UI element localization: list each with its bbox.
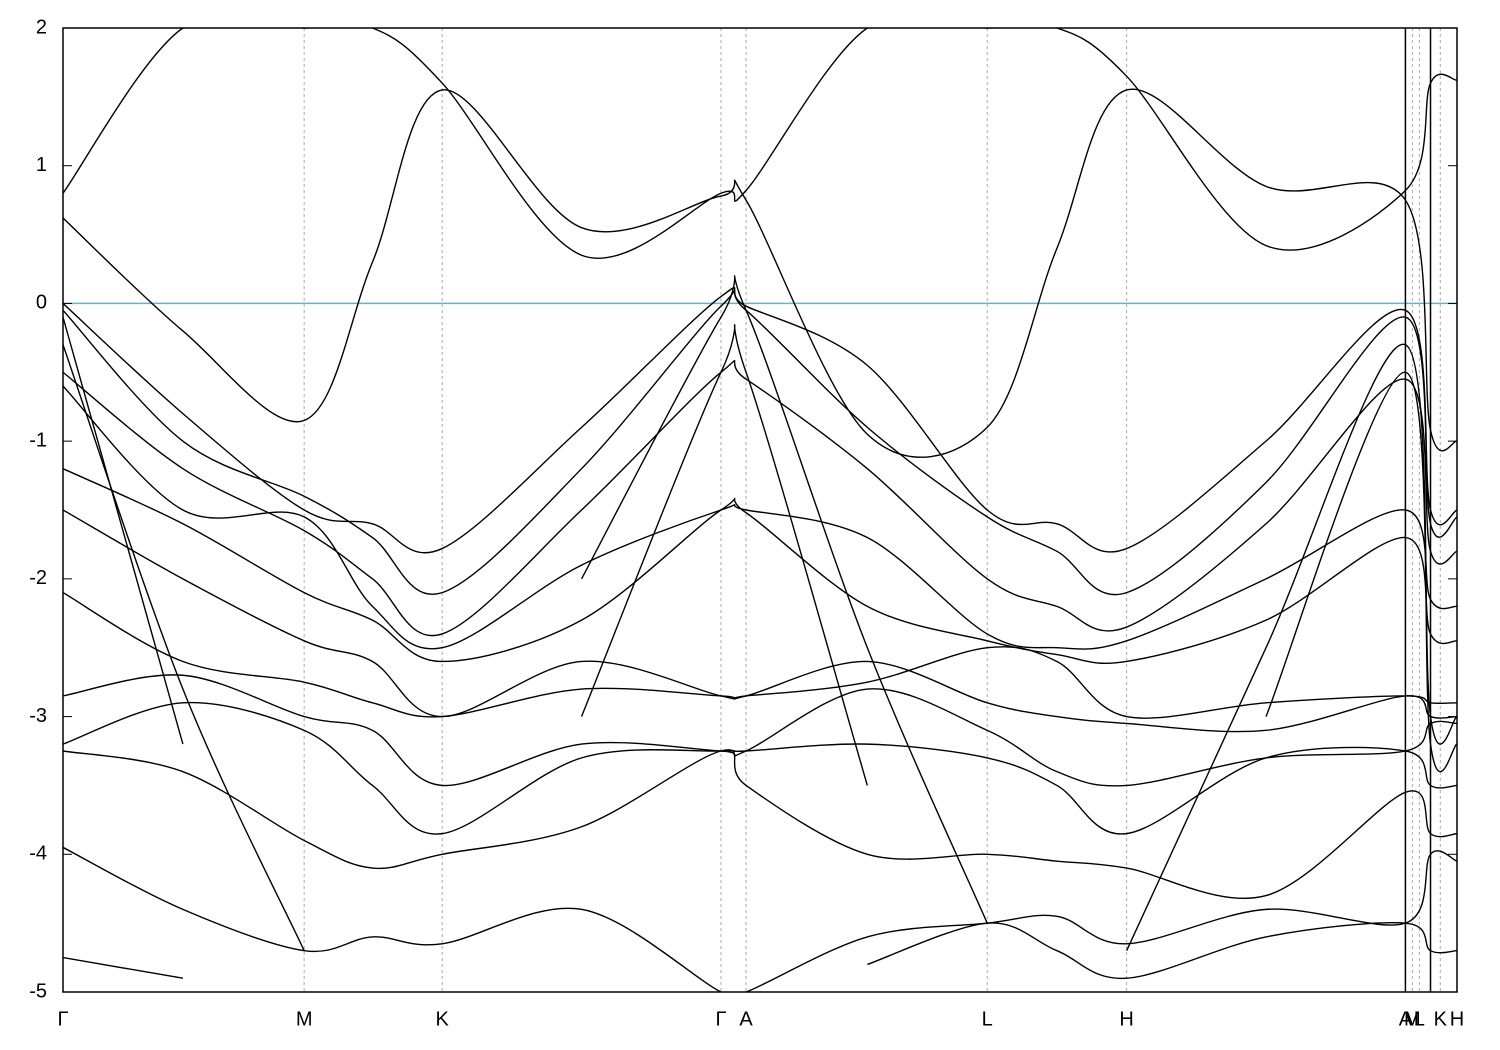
y-tick-label: -4 [29, 843, 47, 865]
y-tick-label: 0 [36, 292, 47, 314]
y-tick-label: -1 [29, 429, 47, 451]
band-line [63, 468, 1457, 665]
band-line [63, 701, 1457, 835]
band-line [63, 846, 1457, 992]
band-line [63, 289, 1457, 596]
band-line [63, 286, 1457, 554]
band-line [63, 922, 1457, 979]
x-tick-label: Γ [57, 1008, 68, 1030]
x-tick-label: A [1399, 1008, 1413, 1030]
band-line [63, 509, 1457, 719]
x-tick-label: A [739, 1008, 753, 1030]
axes: 210-1-2-3-4-5Γ M K Γ A L H AML K H [29, 16, 1464, 1030]
x-tick-label: H [1119, 1008, 1133, 1030]
band-line [63, 674, 1457, 787]
x-tick-label: L [982, 1008, 993, 1030]
band-line [63, 749, 1457, 900]
band-line [63, 275, 1457, 951]
y-tick-label: 1 [36, 154, 47, 176]
band-line [63, 317, 1457, 786]
x-tick-label: L [1414, 1008, 1425, 1030]
x-tick-label: M [296, 1008, 313, 1030]
band-line [63, 88, 1457, 458]
x-tick-label: Γ [715, 1008, 726, 1030]
y-tick-label: -5 [29, 980, 47, 1002]
band-line [63, 28, 1457, 259]
x-tick-label: K [435, 1008, 449, 1030]
y-tick-label: -2 [29, 567, 47, 589]
x-tick-label: H [1450, 1008, 1464, 1030]
x-tick-label: K [1434, 1008, 1448, 1030]
bands [63, 28, 1457, 992]
band-line [63, 359, 1457, 637]
band-line [63, 592, 1457, 733]
plot-frame [62, 27, 1458, 993]
band-line [63, 385, 1457, 650]
x-tick-label: M [1404, 1008, 1421, 1030]
y-tick-label: -3 [29, 705, 47, 727]
y-tick-label: 2 [36, 16, 47, 38]
